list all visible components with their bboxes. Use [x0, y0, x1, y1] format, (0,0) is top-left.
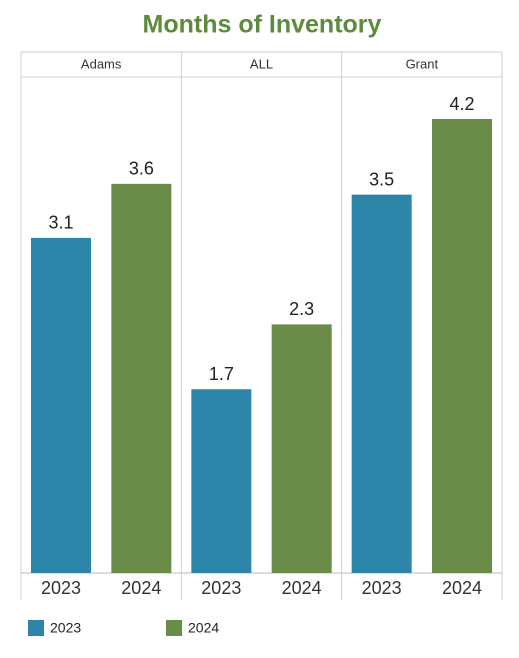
legend-swatch: [166, 620, 182, 636]
bar: [111, 183, 172, 573]
facet-label: Grant: [406, 56, 439, 71]
bar: [191, 389, 252, 573]
data-label: 3.5: [369, 169, 394, 189]
data-label: 4.2: [449, 94, 474, 114]
data-label: 3.6: [129, 159, 154, 179]
x-tick-label: 2023: [41, 578, 81, 598]
facet-label: Adams: [81, 56, 122, 71]
bar: [31, 237, 91, 573]
chart-title: Months of Inventory: [143, 11, 382, 39]
bar: [432, 119, 492, 573]
legend-swatch: [28, 620, 44, 636]
data-label: 2.3: [289, 299, 314, 319]
data-label: 3.1: [48, 213, 73, 233]
data-label: 1.7: [209, 364, 234, 384]
x-tick-label: 2023: [201, 578, 241, 598]
bar: [351, 194, 412, 573]
x-tick-label: 2024: [282, 578, 322, 598]
legend-label: 2023: [50, 620, 81, 636]
x-tick-label: 2023: [362, 578, 402, 598]
x-tick-label: 2024: [121, 578, 161, 598]
x-tick-label: 2024: [442, 578, 482, 598]
legend-label: 2024: [188, 620, 219, 636]
bar: [271, 324, 332, 573]
facet-label: ALL: [250, 56, 273, 71]
